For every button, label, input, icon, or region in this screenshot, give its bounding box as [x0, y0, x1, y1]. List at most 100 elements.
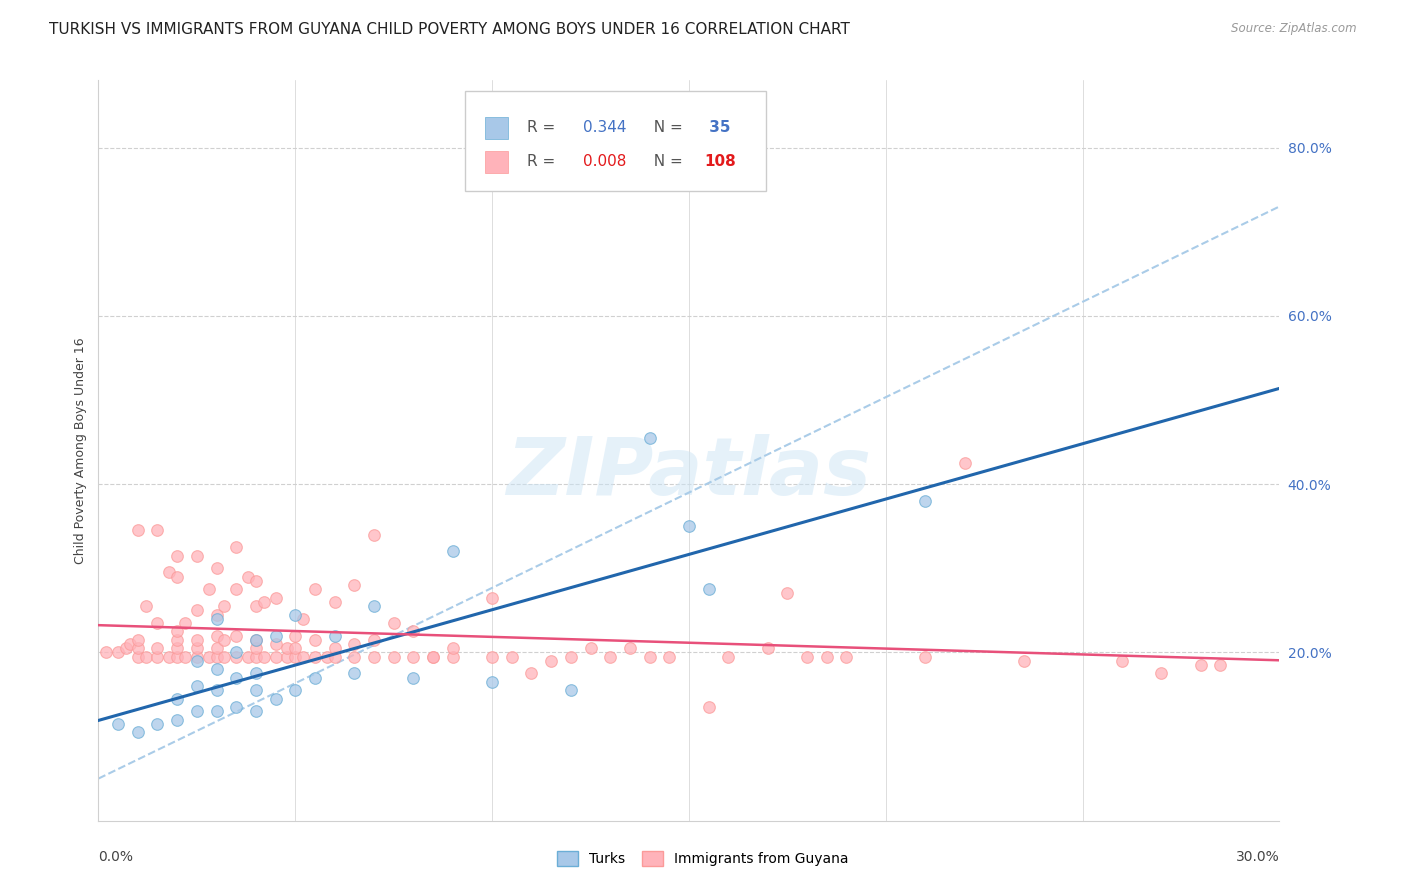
- Point: [245, 632, 267, 647]
- Point: [1189, 658, 1212, 673]
- Text: ZIPatlas: ZIPatlas: [506, 434, 872, 512]
- Point: [914, 494, 936, 508]
- Point: [205, 628, 228, 642]
- Point: [560, 683, 582, 698]
- Point: [146, 641, 169, 656]
- Text: N =: N =: [644, 120, 688, 136]
- Point: [186, 679, 208, 693]
- Point: [284, 628, 307, 642]
- Point: [146, 615, 169, 630]
- Point: [717, 649, 740, 664]
- Point: [253, 649, 276, 664]
- Point: [658, 649, 681, 664]
- Point: [225, 628, 247, 642]
- Point: [304, 649, 326, 664]
- Point: [304, 671, 326, 685]
- Text: Source: ZipAtlas.com: Source: ZipAtlas.com: [1232, 22, 1357, 36]
- Legend: Turks, Immigrants from Guyana: Turks, Immigrants from Guyana: [551, 846, 855, 871]
- Point: [214, 649, 236, 664]
- Point: [402, 624, 425, 639]
- Point: [186, 549, 208, 563]
- Point: [953, 456, 976, 470]
- Point: [304, 632, 326, 647]
- Point: [441, 544, 464, 558]
- Point: [118, 637, 141, 651]
- Point: [157, 566, 180, 580]
- Point: [107, 717, 129, 731]
- Point: [776, 586, 799, 600]
- Point: [205, 683, 228, 698]
- Point: [245, 574, 267, 588]
- Point: [197, 649, 219, 664]
- Point: [127, 649, 149, 664]
- Point: [146, 717, 169, 731]
- Point: [284, 683, 307, 698]
- Point: [1012, 654, 1035, 668]
- Point: [315, 649, 337, 664]
- Point: [225, 649, 247, 664]
- Point: [441, 649, 464, 664]
- Point: [402, 649, 425, 664]
- Point: [284, 649, 307, 664]
- Point: [166, 632, 188, 647]
- Text: TURKISH VS IMMIGRANTS FROM GUYANA CHILD POVERTY AMONG BOYS UNDER 16 CORRELATION : TURKISH VS IMMIGRANTS FROM GUYANA CHILD …: [49, 22, 851, 37]
- Point: [276, 641, 298, 656]
- Point: [441, 641, 464, 656]
- Point: [264, 628, 287, 642]
- Point: [540, 654, 562, 668]
- Point: [697, 700, 720, 714]
- Point: [135, 649, 157, 664]
- Point: [236, 649, 259, 664]
- Point: [481, 591, 503, 605]
- Point: [205, 607, 228, 622]
- Point: [638, 431, 661, 445]
- Point: [579, 641, 602, 656]
- Point: [205, 561, 228, 575]
- Point: [253, 595, 276, 609]
- Point: [197, 582, 219, 597]
- Point: [815, 649, 838, 664]
- Point: [363, 527, 385, 541]
- Y-axis label: Child Poverty Among Boys Under 16: Child Poverty Among Boys Under 16: [75, 337, 87, 564]
- Point: [363, 599, 385, 613]
- Point: [756, 641, 779, 656]
- Point: [166, 691, 188, 706]
- Point: [214, 632, 236, 647]
- Point: [186, 603, 208, 617]
- Point: [343, 649, 366, 664]
- Point: [678, 519, 700, 533]
- Point: [402, 671, 425, 685]
- Point: [166, 549, 188, 563]
- Text: 108: 108: [704, 154, 737, 169]
- Point: [292, 649, 315, 664]
- Point: [225, 645, 247, 659]
- Point: [205, 641, 228, 656]
- Point: [520, 666, 543, 681]
- Point: [174, 615, 197, 630]
- Point: [135, 599, 157, 613]
- Point: [245, 641, 267, 656]
- Point: [205, 662, 228, 676]
- Point: [245, 599, 267, 613]
- Point: [1150, 666, 1173, 681]
- Point: [186, 632, 208, 647]
- Point: [1111, 654, 1133, 668]
- Point: [157, 649, 180, 664]
- Point: [382, 649, 405, 664]
- Point: [284, 607, 307, 622]
- Point: [276, 649, 298, 664]
- Point: [236, 569, 259, 583]
- Point: [214, 599, 236, 613]
- Point: [914, 649, 936, 664]
- Point: [481, 674, 503, 689]
- Point: [205, 704, 228, 718]
- Point: [304, 582, 326, 597]
- FancyBboxPatch shape: [485, 151, 508, 173]
- Point: [481, 649, 503, 664]
- Point: [166, 641, 188, 656]
- Point: [264, 691, 287, 706]
- Point: [205, 612, 228, 626]
- Point: [264, 637, 287, 651]
- Point: [323, 628, 346, 642]
- Point: [146, 524, 169, 538]
